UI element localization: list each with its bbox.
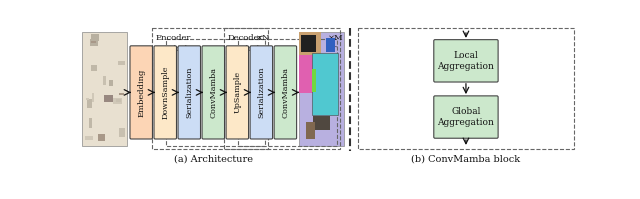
Bar [90,39,98,46]
Text: UpSample: UpSample [234,71,241,113]
Bar [83,32,127,145]
FancyBboxPatch shape [202,46,225,139]
Text: Serialization: Serialization [185,67,193,118]
Bar [119,128,125,137]
Text: (b) ConvMamba block: (b) ConvMamba block [412,155,520,164]
FancyBboxPatch shape [274,46,296,139]
Bar [104,96,113,102]
Bar [301,35,316,52]
Text: (a) Architecture: (a) Architecture [174,155,253,164]
Text: Block: Block [168,45,189,53]
Bar [84,136,93,140]
Bar [104,76,106,85]
FancyBboxPatch shape [434,96,498,138]
Bar [98,134,105,141]
Bar [91,65,97,71]
Bar [312,68,316,92]
Text: DownSample: DownSample [161,66,169,119]
Bar [166,39,265,146]
Bar [300,32,321,59]
FancyBboxPatch shape [226,46,248,139]
Bar [326,38,335,52]
Text: Global
Aggregation: Global Aggregation [438,107,494,127]
Bar [118,61,125,65]
Bar [300,55,313,93]
Bar [305,122,315,139]
Text: Serialization: Serialization [257,67,266,118]
Bar [86,98,89,100]
Text: ×Q: ×Q [254,45,267,53]
Text: Block: Block [241,45,262,53]
Bar [116,99,120,102]
Text: ConvMamba: ConvMamba [209,67,218,118]
FancyBboxPatch shape [250,46,273,139]
FancyBboxPatch shape [178,46,200,139]
Bar [92,34,99,41]
Text: ×T: ×T [326,45,338,53]
Bar [152,28,268,149]
Bar [358,28,573,149]
Bar [113,98,122,104]
Bar [312,53,338,115]
Text: Encoder: Encoder [155,34,191,42]
Text: ×M: ×M [328,34,344,42]
Bar [119,93,124,95]
Bar [109,80,113,86]
Bar [238,39,337,146]
Text: Local
Aggregation: Local Aggregation [438,51,494,70]
Bar [89,118,92,128]
Bar [224,28,340,149]
Bar [92,94,94,102]
Bar [91,38,96,43]
Bar [300,32,344,145]
Text: Decoder: Decoder [227,34,263,42]
Text: ConvMamba: ConvMamba [282,67,289,118]
Bar [87,99,92,108]
FancyBboxPatch shape [130,46,152,139]
Bar [313,116,330,130]
FancyBboxPatch shape [154,46,177,139]
Text: Embedding: Embedding [137,68,145,117]
Text: ×N: ×N [256,34,270,42]
FancyBboxPatch shape [434,40,498,82]
